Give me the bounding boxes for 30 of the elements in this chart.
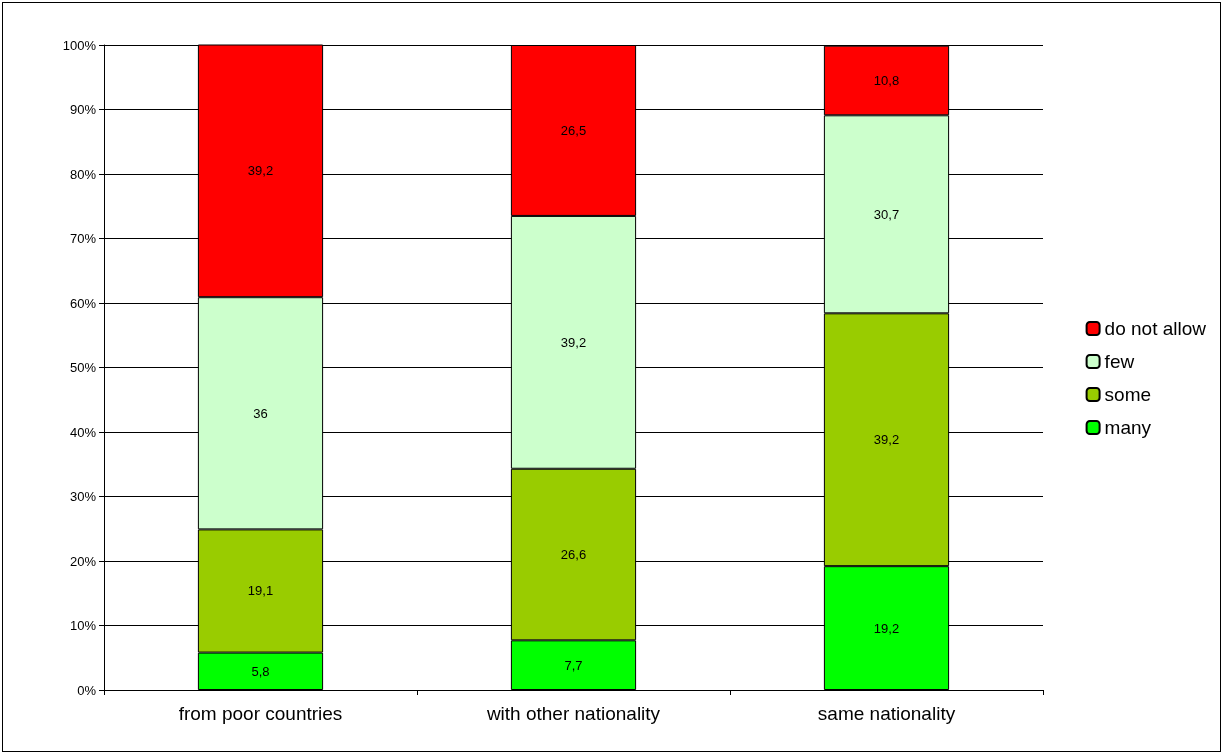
data-label: 39,2 (873, 432, 900, 448)
y-tick-label: 60% (69, 295, 97, 311)
y-tick-label: 30% (69, 489, 97, 504)
legend-label: do not allow (1104, 318, 1207, 339)
legend-label: some (1104, 384, 1152, 405)
data-label: 10,8 (873, 72, 900, 88)
data-label: 30,7 (873, 206, 900, 222)
data-label: 36 (253, 405, 268, 421)
data-label: 7,7 (564, 657, 583, 673)
data-label: 5,8 (251, 663, 270, 679)
y-tick-label: 70% (69, 231, 97, 246)
y-tick-label: 40% (69, 424, 97, 440)
data-label: 26,5 (560, 122, 587, 138)
x-tick-label: from poor countries (178, 703, 343, 724)
data-label: 19,2 (873, 620, 900, 636)
y-tick-label: 50% (69, 360, 97, 375)
y-tick-label: 0% (77, 682, 97, 698)
y-tick-label: 100% (62, 37, 97, 53)
data-label: 26,6 (560, 547, 587, 563)
y-tick-label: 20% (69, 553, 97, 569)
x-tick-label: same nationality (817, 703, 956, 724)
y-tick-label: 80% (69, 166, 97, 182)
data-label: 39,2 (247, 163, 274, 179)
y-tick-label: 90% (69, 102, 97, 117)
data-label: 19,1 (247, 583, 274, 599)
legend-label: many (1104, 417, 1152, 438)
legend-label: few (1104, 351, 1135, 372)
y-tick-label: 10% (69, 618, 97, 633)
data-label: 39,2 (560, 334, 587, 350)
x-tick-label: with other nationality (485, 703, 661, 724)
